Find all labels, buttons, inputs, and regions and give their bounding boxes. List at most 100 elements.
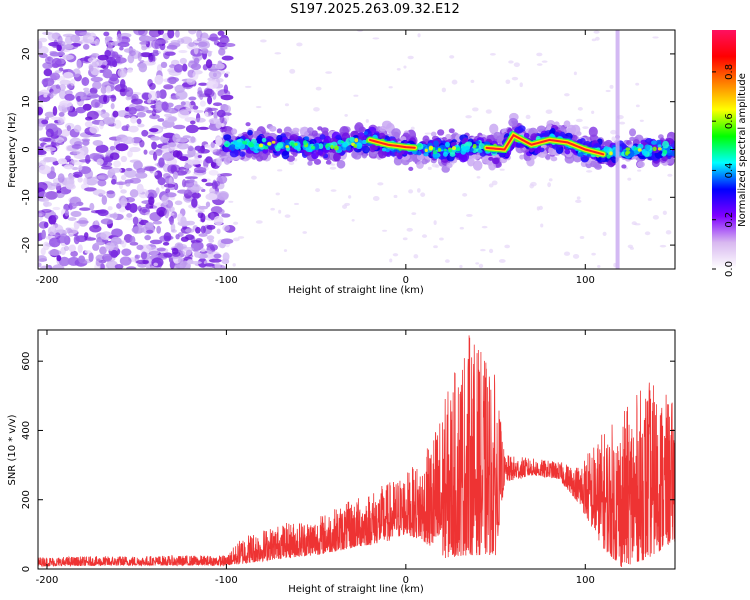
signal-blob	[469, 147, 474, 153]
noise-blob	[155, 148, 163, 156]
spike-line	[615, 30, 620, 269]
noise-blob	[449, 55, 455, 59]
signal-blob	[655, 139, 662, 146]
noise-blob	[130, 235, 136, 245]
noise-blob	[489, 52, 496, 56]
chart-title: S197.2025.263.09.32.E12	[290, 2, 460, 17]
noise-blob	[475, 262, 480, 265]
noise-blob	[153, 262, 159, 267]
noise-blob	[197, 40, 211, 50]
noise-blob	[64, 93, 75, 101]
noise-blob	[416, 188, 421, 193]
y-tick-label: 20	[21, 48, 32, 61]
noise-blob	[131, 98, 143, 105]
noise-blob	[158, 157, 165, 168]
noise-blob	[175, 30, 180, 38]
colorbar-gradient	[712, 30, 736, 269]
noise-blob	[424, 132, 432, 135]
noise-blob	[176, 142, 189, 150]
noise-blob	[470, 79, 475, 84]
signal-blob	[355, 142, 363, 150]
signal-blob	[223, 146, 230, 153]
noise-blob	[107, 206, 113, 211]
noise-blob	[205, 182, 214, 187]
noise-blob	[382, 229, 388, 232]
noise-blob	[58, 112, 65, 117]
signal-blob	[493, 131, 502, 140]
noise-blob	[313, 107, 320, 112]
signal-blob	[225, 143, 229, 147]
noise-blob	[119, 256, 132, 266]
noise-blob	[639, 119, 644, 122]
noise-blob	[92, 243, 100, 251]
noise-blob	[95, 144, 109, 153]
signal-blob	[430, 131, 437, 137]
noise-blob	[545, 109, 553, 114]
noise-blob	[109, 145, 116, 151]
noise-blob	[63, 44, 74, 50]
noise-blob	[52, 160, 59, 166]
signal-blob	[354, 122, 364, 133]
noise-blob	[595, 36, 600, 41]
noise-blob	[90, 76, 103, 82]
noise-blob	[154, 74, 164, 85]
signal-blob	[324, 144, 328, 149]
noise-blob	[162, 152, 175, 161]
noise-blob	[83, 87, 90, 91]
noise-blob	[211, 181, 218, 190]
noise-blob	[602, 231, 607, 237]
signal-blob	[307, 160, 313, 166]
noise-blob	[137, 51, 142, 62]
noise-blob	[372, 196, 380, 201]
noise-blob	[220, 238, 234, 245]
signal-blob	[465, 141, 473, 147]
signal-blob	[408, 166, 414, 171]
signal-blob	[458, 153, 468, 163]
noise-blob	[665, 230, 672, 235]
x-tick-label: 100	[576, 575, 595, 586]
signal-blob	[603, 146, 610, 153]
snr-series-line	[38, 335, 675, 568]
noise-blob	[38, 106, 44, 116]
noise-blob	[148, 30, 162, 38]
noise-blob	[84, 250, 92, 254]
noise-blob	[420, 192, 426, 197]
noise-blob	[100, 218, 113, 225]
noise-blob	[585, 170, 593, 173]
noise-blob	[198, 233, 208, 237]
noise-blob	[123, 217, 135, 221]
noise-blob	[78, 207, 91, 211]
signal-blob	[517, 125, 526, 132]
signal-blob	[330, 145, 334, 150]
noise-blob	[63, 164, 74, 170]
noise-blob	[136, 244, 144, 251]
noise-blob	[121, 125, 129, 132]
signal-blob	[433, 140, 439, 147]
noise-blob	[185, 228, 195, 233]
noise-blob	[145, 109, 153, 114]
noise-blob	[222, 252, 230, 262]
noise-blob	[406, 227, 413, 232]
noise-blob	[168, 79, 177, 85]
y-tick-label: -10	[21, 189, 32, 205]
noise-blob	[504, 244, 511, 249]
noise-blob	[195, 208, 205, 213]
noise-blob	[205, 201, 211, 208]
noise-blob	[38, 233, 43, 242]
noise-blob	[44, 111, 55, 118]
signal-blob	[550, 156, 558, 162]
noise-blob	[44, 56, 54, 65]
noise-blob	[209, 33, 218, 42]
noise-blob	[212, 102, 223, 107]
noise-blob	[204, 88, 215, 98]
noise-blob	[188, 96, 197, 101]
noise-blob	[60, 105, 66, 110]
signal-blob	[523, 132, 530, 139]
noise-blob	[547, 182, 552, 188]
signal-blob	[245, 122, 251, 127]
x-tick-label: 0	[403, 275, 409, 286]
signal-blob	[291, 144, 295, 148]
noise-blob	[480, 248, 486, 252]
signal-blob	[606, 154, 611, 159]
noise-blob	[193, 244, 200, 252]
